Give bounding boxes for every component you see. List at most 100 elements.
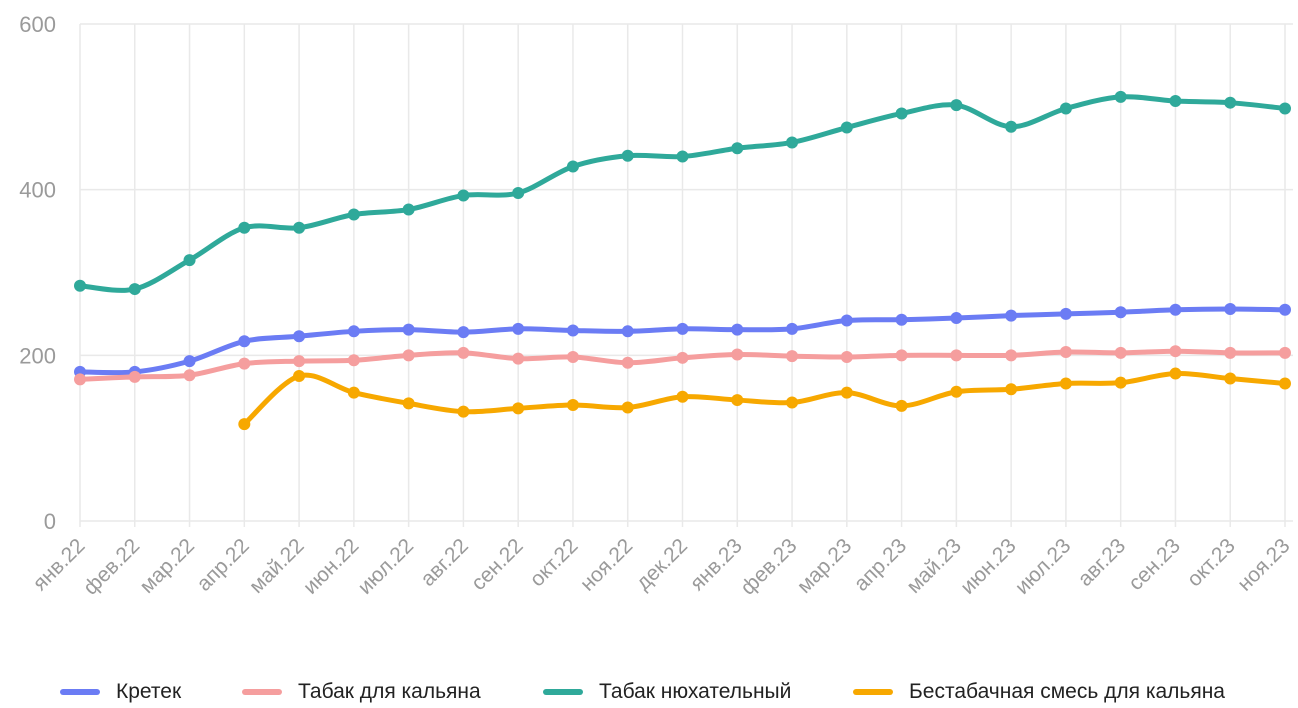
data-point (840, 386, 853, 399)
data-point (238, 418, 251, 431)
data-point (676, 322, 689, 335)
data-point (1224, 372, 1237, 385)
data-point (1224, 346, 1237, 359)
data-point (74, 279, 86, 292)
data-point (731, 323, 744, 336)
data-point (183, 254, 196, 267)
legend-label: Табак для кальяна (298, 680, 481, 703)
data-point (1114, 306, 1127, 319)
data-point (457, 346, 470, 359)
data-point (512, 352, 525, 365)
data-point (786, 396, 799, 409)
data-point (1059, 307, 1072, 320)
legend-label: Бестабачная смесь для кальяна (909, 680, 1225, 703)
data-point (895, 349, 908, 362)
y-tick-label: 200 (19, 343, 56, 368)
data-point (840, 350, 853, 363)
x-tick-label: июл.22 (353, 534, 418, 599)
legend-label: Кретек (116, 680, 182, 703)
data-point (1279, 102, 1291, 115)
legend-item[interactable]: Табак для кальяна (242, 680, 481, 704)
data-point (347, 354, 360, 367)
data-point (1279, 303, 1291, 316)
x-tick-label: сен.22 (467, 534, 528, 595)
x-tick-label: ноя.22 (576, 534, 637, 595)
data-point (895, 313, 908, 326)
data-point (74, 373, 86, 386)
data-point (895, 107, 908, 120)
data-point (621, 401, 634, 414)
data-point (950, 349, 963, 362)
data-point (1279, 377, 1291, 390)
legend-swatch (60, 689, 100, 695)
data-point (731, 348, 744, 361)
x-tick-label: авг.22 (416, 534, 473, 591)
data-point (457, 189, 470, 202)
legend-item[interactable]: Кретек (60, 680, 181, 704)
vertical-grid (79, 24, 1286, 527)
x-tick-label: июн.23 (956, 534, 1021, 599)
data-point (1224, 96, 1237, 109)
data-point (1005, 349, 1018, 362)
data-point (1114, 90, 1127, 103)
x-tick-label: дек.22 (632, 534, 692, 594)
data-point (786, 350, 799, 363)
data-point (566, 324, 579, 337)
data-point (1169, 95, 1182, 108)
data-point (950, 99, 963, 112)
legend-label: Табак нюхательный (599, 680, 792, 703)
data-point (1279, 346, 1291, 359)
legend-item[interactable]: Табак нюхательный (543, 680, 791, 704)
data-point (621, 149, 634, 162)
x-tick-label: янв.23 (686, 534, 747, 595)
x-tick-label: сен.23 (1124, 534, 1185, 595)
data-point (512, 402, 525, 415)
data-point (512, 322, 525, 335)
x-tick-label: фев.22 (79, 534, 144, 599)
x-tick-label: май.22 (245, 534, 309, 598)
x-tick-label: ноя.23 (1233, 534, 1294, 595)
data-point (566, 399, 579, 412)
x-tick-label: мар.22 (135, 534, 199, 598)
data-point (621, 325, 634, 338)
data-point (676, 351, 689, 364)
x-tick-label: июл.23 (1011, 534, 1076, 599)
legend-item[interactable]: Бестабачная смесь для кальяна (853, 680, 1225, 704)
data-point (128, 283, 141, 296)
data-point (347, 208, 360, 221)
data-point (183, 355, 196, 368)
data-point (1169, 345, 1182, 358)
data-point (293, 370, 306, 383)
x-tick-label: окт.22 (526, 534, 583, 591)
data-point (676, 390, 689, 403)
data-point (457, 405, 470, 418)
data-point (183, 369, 196, 382)
y-axis-ticks: 0 200 400 600 (19, 12, 56, 534)
data-point (950, 385, 963, 398)
data-point (238, 221, 251, 234)
legend-swatch (242, 689, 282, 695)
series-line-3 (241, 371, 1288, 427)
data-point (731, 394, 744, 407)
data-point (293, 355, 306, 368)
data-point (566, 350, 579, 363)
data-point (402, 349, 415, 362)
data-point (293, 330, 306, 343)
data-point (895, 399, 908, 412)
data-point (1169, 303, 1182, 316)
data-point (402, 203, 415, 216)
data-point (1005, 120, 1018, 133)
data-point (840, 121, 853, 134)
y-tick-label: 0 (44, 509, 56, 534)
legend-swatch (543, 689, 583, 695)
data-point (1059, 377, 1072, 390)
x-tick-label: янв.22 (28, 534, 89, 595)
data-point (347, 325, 360, 338)
x-tick-label: окт.23 (1183, 534, 1240, 591)
data-point (566, 160, 579, 173)
data-point (1059, 102, 1072, 115)
legend: Кретек Табак для кальяна Табак нюхательный… (0, 680, 1298, 708)
data-point (1169, 367, 1182, 380)
y-tick-label: 600 (19, 12, 56, 37)
